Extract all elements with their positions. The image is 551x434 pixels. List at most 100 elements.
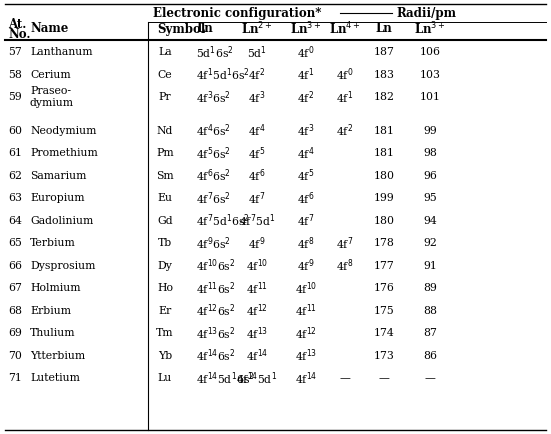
Text: 173: 173 (374, 351, 395, 361)
Text: Samarium: Samarium (30, 171, 87, 181)
Text: Pm: Pm (156, 148, 174, 158)
Text: 103: 103 (419, 70, 440, 80)
Text: 106: 106 (419, 47, 440, 57)
Text: 175: 175 (374, 306, 395, 316)
Text: Ln: Ln (196, 23, 213, 36)
Text: 87: 87 (423, 329, 437, 339)
Text: Europium: Europium (30, 194, 84, 204)
Text: Radii/pm: Radii/pm (396, 7, 456, 20)
Text: 4f$^3$: 4f$^3$ (249, 89, 266, 105)
Text: 96: 96 (423, 171, 437, 181)
Text: 174: 174 (374, 329, 395, 339)
Text: 70: 70 (8, 351, 22, 361)
Text: 94: 94 (423, 216, 437, 226)
Text: 57: 57 (8, 47, 21, 57)
Text: Promethium: Promethium (30, 148, 98, 158)
Text: 4f$^5$: 4f$^5$ (249, 145, 266, 162)
Text: 4f$^{14}$: 4f$^{14}$ (295, 370, 317, 387)
Text: 4f$^6$: 4f$^6$ (298, 190, 315, 207)
Text: 95: 95 (423, 194, 437, 204)
Text: Erbium: Erbium (30, 306, 71, 316)
Text: Ytterbium: Ytterbium (30, 351, 85, 361)
Text: —: — (425, 373, 435, 383)
Text: 59: 59 (8, 92, 21, 102)
Text: Nd: Nd (157, 126, 173, 136)
Text: 4f$^1$: 4f$^1$ (337, 89, 354, 105)
Text: 4f$^8$: 4f$^8$ (298, 235, 315, 252)
Text: 4f$^0$: 4f$^0$ (336, 66, 354, 83)
Text: 4f$^{11}$6s$^2$: 4f$^{11}$6s$^2$ (196, 280, 236, 297)
Text: 89: 89 (423, 283, 437, 293)
Text: 4f$^{12}$6s$^2$: 4f$^{12}$6s$^2$ (196, 302, 236, 319)
Text: 4f$^7$5d$^1$6s$^2$: 4f$^7$5d$^1$6s$^2$ (196, 213, 250, 229)
Text: Holmium: Holmium (30, 283, 80, 293)
Text: —: — (379, 373, 390, 383)
Text: 58: 58 (8, 70, 22, 80)
Text: 5d$^1$6s$^2$: 5d$^1$6s$^2$ (196, 44, 234, 61)
Text: 4f$^{11}$: 4f$^{11}$ (295, 302, 317, 319)
Text: 4f$^9$: 4f$^9$ (298, 257, 315, 274)
Text: 4f$^2$: 4f$^2$ (337, 122, 354, 139)
Text: 4f$^5$: 4f$^5$ (298, 168, 315, 184)
Text: Lutetium: Lutetium (30, 373, 80, 383)
Text: 4f$^1$5d$^1$6s$^2$: 4f$^1$5d$^1$6s$^2$ (196, 66, 250, 83)
Text: Dy: Dy (158, 261, 172, 271)
Text: Terbium: Terbium (30, 238, 75, 248)
Text: 60: 60 (8, 126, 22, 136)
Text: 4f$^8$: 4f$^8$ (336, 257, 354, 274)
Text: 4f$^4$6s$^2$: 4f$^4$6s$^2$ (196, 122, 231, 139)
Text: 4f$^{12}$: 4f$^{12}$ (246, 302, 268, 319)
Text: Gadolinium: Gadolinium (30, 216, 93, 226)
Text: Praseo-: Praseo- (30, 86, 71, 96)
Text: 86: 86 (423, 351, 437, 361)
Text: 187: 187 (374, 47, 395, 57)
Text: 62: 62 (8, 171, 22, 181)
Text: 4f$^{14}$5d$^1$6s$^2$: 4f$^{14}$5d$^1$6s$^2$ (196, 370, 255, 387)
Text: 4f$^7$: 4f$^7$ (298, 213, 315, 229)
Text: 4f$^6$: 4f$^6$ (249, 168, 266, 184)
Text: 65: 65 (8, 238, 22, 248)
Text: 66: 66 (8, 261, 22, 271)
Text: 4f$^5$6s$^2$: 4f$^5$6s$^2$ (196, 145, 231, 162)
Text: No.: No. (8, 29, 30, 42)
Text: 181: 181 (374, 148, 395, 158)
Text: 178: 178 (374, 238, 395, 248)
Text: 67: 67 (8, 283, 22, 293)
Text: 5d$^1$: 5d$^1$ (247, 44, 267, 61)
Text: 4f$^6$6s$^2$: 4f$^6$6s$^2$ (196, 168, 231, 184)
Text: 4f$^{14}$6s$^2$: 4f$^{14}$6s$^2$ (196, 348, 236, 364)
Text: Ln$^{4+}$: Ln$^{4+}$ (329, 21, 361, 37)
Text: 4f$^7$5d$^1$: 4f$^7$5d$^1$ (239, 213, 275, 229)
Text: 4f$^4$: 4f$^4$ (249, 122, 266, 139)
Text: Lu: Lu (158, 373, 172, 383)
Text: 4f$^{14}$: 4f$^{14}$ (246, 348, 268, 364)
Text: Ce: Ce (158, 70, 172, 80)
Text: Pr: Pr (159, 92, 171, 102)
Text: Neodymium: Neodymium (30, 126, 96, 136)
Text: 4f$^{12}$: 4f$^{12}$ (295, 325, 317, 342)
Text: Symbol: Symbol (157, 23, 206, 36)
Text: 4f$^{13}$: 4f$^{13}$ (295, 348, 317, 364)
Text: At.: At. (8, 19, 26, 32)
Text: 180: 180 (374, 171, 395, 181)
Text: 4f$^1$: 4f$^1$ (298, 66, 315, 83)
Text: Name: Name (30, 23, 68, 36)
Text: 4f$^3$6s$^2$: 4f$^3$6s$^2$ (196, 89, 231, 105)
Text: Ho: Ho (157, 283, 173, 293)
Text: 176: 176 (374, 283, 395, 293)
Text: 4f$^{11}$: 4f$^{11}$ (246, 280, 268, 297)
Text: 180: 180 (374, 216, 395, 226)
Text: 183: 183 (374, 70, 395, 80)
Text: 88: 88 (423, 306, 437, 316)
Text: Gd: Gd (157, 216, 173, 226)
Text: 68: 68 (8, 306, 22, 316)
Text: 4f$^{10}$: 4f$^{10}$ (246, 257, 268, 274)
Text: 98: 98 (423, 148, 437, 158)
Text: 4f$^{10}$: 4f$^{10}$ (295, 280, 317, 297)
Text: Thulium: Thulium (30, 329, 75, 339)
Text: Er: Er (158, 306, 171, 316)
Text: Ln$^{2+}$: Ln$^{2+}$ (241, 21, 273, 37)
Text: 92: 92 (423, 238, 437, 248)
Text: 61: 61 (8, 148, 22, 158)
Text: Ln$^{3+}$: Ln$^{3+}$ (290, 21, 322, 37)
